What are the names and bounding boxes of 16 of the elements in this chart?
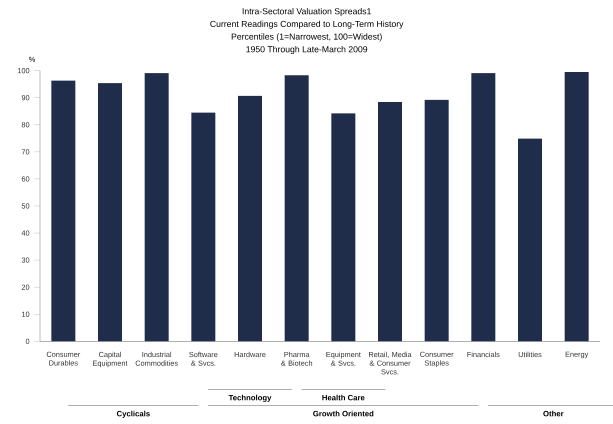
bar	[284, 75, 309, 342]
bar	[144, 73, 169, 342]
bar	[518, 138, 542, 342]
bar	[51, 80, 76, 342]
chart-title: Intra-Sectoral Valuation Spreads1	[242, 8, 371, 16]
chart-subtitle: Current Readings Compared to Long-Term History	[210, 20, 404, 29]
bar	[471, 73, 496, 342]
bar	[191, 112, 216, 342]
bar	[238, 96, 262, 342]
bar	[424, 100, 449, 342]
bar	[98, 83, 122, 342]
bar	[378, 102, 402, 342]
text: 1950 Through Late-March 2009	[246, 46, 368, 54]
bar	[564, 72, 589, 342]
text: Percentiles (1=Narrowest, 100=Widest)	[232, 33, 382, 42]
bar	[331, 113, 356, 342]
